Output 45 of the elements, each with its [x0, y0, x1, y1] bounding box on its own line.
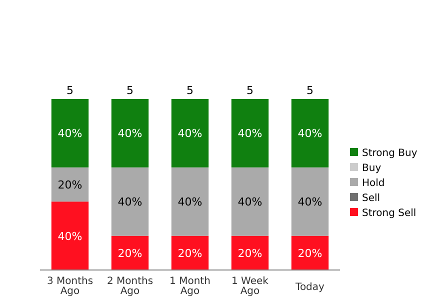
legend-label: Hold: [362, 178, 385, 189]
data-label: 40%: [298, 127, 322, 140]
data-label: 40%: [58, 127, 82, 140]
data-label: 40%: [58, 230, 82, 243]
data-label: 40%: [118, 127, 142, 140]
bar: [231, 236, 269, 270]
data-label: 40%: [298, 196, 322, 209]
legend-label: Buy: [362, 163, 382, 174]
bar: [291, 236, 329, 270]
legend-label: Strong Buy: [362, 148, 418, 159]
bar: [171, 236, 209, 270]
bar: [231, 167, 269, 236]
data-label: 40%: [178, 196, 202, 209]
legend-label: Sell: [362, 193, 380, 204]
x-tick-label: 1 Month Ago: [170, 276, 210, 297]
annotation: 5: [186, 84, 194, 97]
bar: [51, 202, 89, 270]
x-tick-label: 3 Months Ago: [46, 276, 94, 297]
data-label: 40%: [118, 196, 142, 209]
data-label: 40%: [238, 196, 262, 209]
bar: [111, 99, 149, 168]
bar: [111, 167, 149, 236]
data-label: 20%: [58, 178, 82, 192]
data-label: 20%: [238, 246, 262, 260]
x-tick-label: 2 Months Ago: [106, 276, 154, 297]
bar: [171, 167, 209, 236]
bar: [291, 99, 329, 168]
data-label: 20%: [178, 246, 202, 260]
bar: [51, 99, 89, 168]
x-tick-label: Today: [294, 282, 325, 293]
data-label: 20%: [118, 246, 142, 260]
annotation: 5: [66, 84, 74, 97]
data-label: 40%: [178, 127, 202, 140]
bar: [291, 167, 329, 236]
legend-label: Strong Sell: [362, 208, 416, 219]
annotation: 5: [126, 84, 134, 97]
x-tick-label: 1 Week Ago: [232, 276, 269, 297]
bar: [231, 99, 269, 168]
data-label: 20%: [298, 246, 322, 260]
annotation: 5: [246, 84, 254, 97]
bar: [111, 236, 149, 270]
data-label: 40%: [238, 127, 262, 140]
bar: [171, 99, 209, 168]
bar: [51, 167, 89, 202]
annotation: 5: [306, 84, 314, 97]
